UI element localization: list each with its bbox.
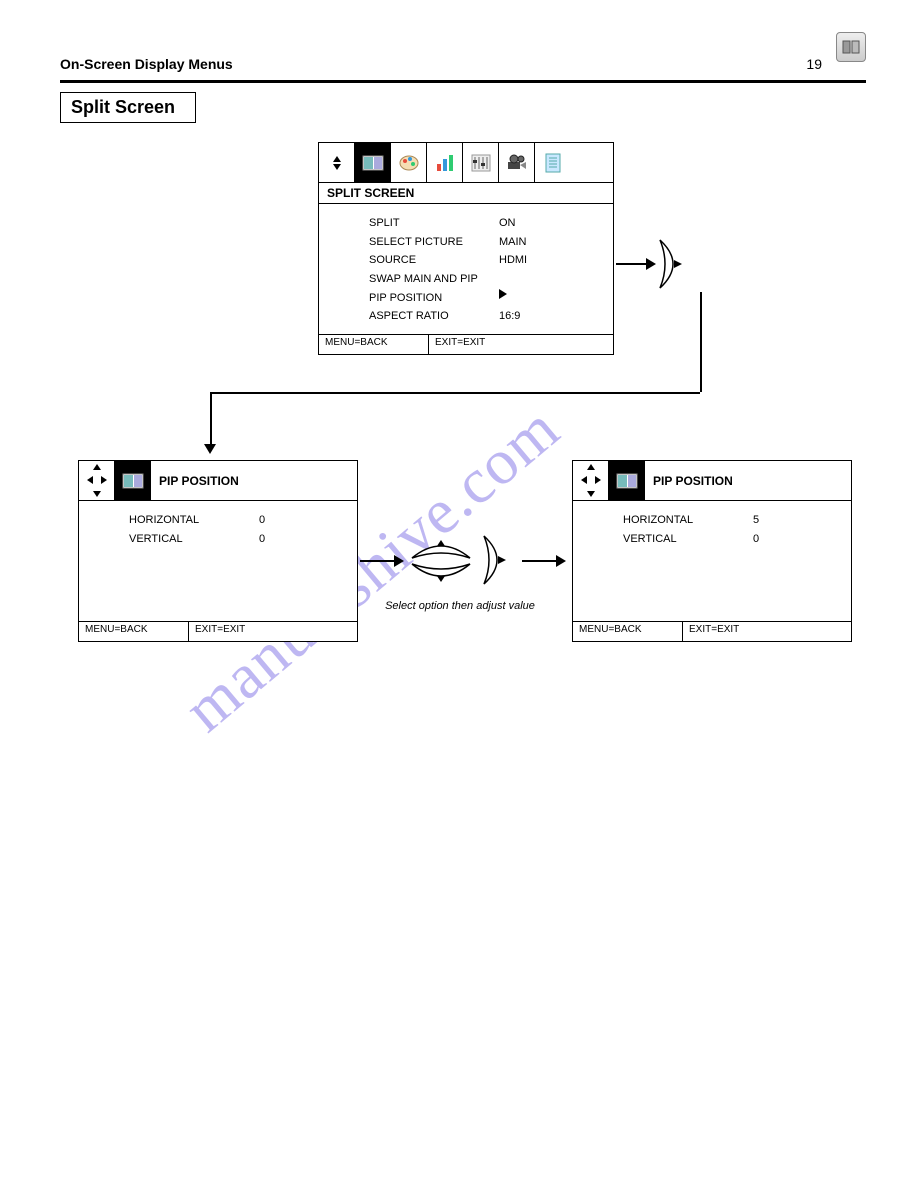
arrowhead-down-icon bbox=[204, 444, 216, 454]
header-title: On-Screen Display Menus bbox=[60, 56, 233, 72]
flow-connector bbox=[210, 392, 212, 444]
panel-body: HORIZONTAL0 VERTICAL0 bbox=[79, 501, 357, 621]
flow-connector bbox=[700, 292, 702, 392]
nav-4way-icon bbox=[573, 461, 609, 500]
tab-projector-icon[interactable] bbox=[499, 143, 535, 182]
menu-row: SELECT PICTUREMAIN bbox=[369, 233, 599, 252]
section-title: Split Screen bbox=[60, 92, 196, 123]
nav-4way-icon bbox=[79, 461, 115, 500]
flow-arrow bbox=[522, 560, 558, 562]
flow-arrow bbox=[360, 560, 396, 562]
panel-body: HORIZONTAL5 VERTICAL0 bbox=[573, 501, 851, 621]
remote-right-button[interactable] bbox=[656, 236, 696, 297]
tab-palette-icon[interactable] bbox=[391, 143, 427, 182]
tab-sliders-icon[interactable] bbox=[463, 143, 499, 182]
tab-doc-icon[interactable] bbox=[535, 143, 571, 182]
tab-split-icon bbox=[115, 461, 151, 500]
menu-row: SWAP MAIN AND PIP bbox=[369, 270, 599, 289]
flow-connector bbox=[210, 392, 700, 394]
header-rule bbox=[60, 80, 866, 83]
panel-header: PIP POSITION bbox=[573, 461, 851, 501]
menu-row: VERTICAL0 bbox=[129, 530, 343, 549]
menu-row: PIP POSITION bbox=[369, 289, 599, 308]
panel-title: PIP POSITION bbox=[151, 461, 357, 500]
submenu-arrow-icon bbox=[499, 289, 507, 299]
menu-row: HORIZONTAL5 bbox=[623, 511, 837, 530]
panel-title: SPLIT SCREEN bbox=[319, 183, 613, 204]
osd-panel-main: SPLIT SCREEN SPLITON SELECT PICTUREMAIN … bbox=[318, 142, 614, 355]
menu-row: HORIZONTAL0 bbox=[129, 511, 343, 530]
flow-arrow bbox=[616, 263, 648, 265]
nav-updown-icon bbox=[319, 143, 355, 182]
panel-header bbox=[319, 143, 613, 183]
tab-split-icon bbox=[609, 461, 645, 500]
panel-footer: MENU=BACK EXIT=EXIT bbox=[319, 334, 613, 354]
tab-split-icon[interactable] bbox=[355, 143, 391, 182]
menu-row: VERTICAL0 bbox=[623, 530, 837, 549]
osd-panel-pip-before: PIP POSITION HORIZONTAL0 VERTICAL0 MENU=… bbox=[78, 460, 358, 642]
panel-header: PIP POSITION bbox=[79, 461, 357, 501]
panel-title: PIP POSITION bbox=[645, 461, 851, 500]
panel-body: SPLITON SELECT PICTUREMAIN SOURCEHDMI SW… bbox=[319, 204, 613, 334]
remote-right-button[interactable] bbox=[480, 532, 520, 593]
page-number: 19 bbox=[806, 56, 822, 72]
menu-row: ASPECT RATIO16:9 bbox=[369, 307, 599, 326]
tab-bars-icon[interactable] bbox=[427, 143, 463, 182]
panel-footer: MENU=BACK EXIT=EXIT bbox=[573, 621, 851, 641]
header-logo-icon bbox=[836, 32, 866, 62]
osd-panel-pip-after: PIP POSITION HORIZONTAL5 VERTICAL0 MENU=… bbox=[572, 460, 852, 642]
menu-row: SOURCEHDMI bbox=[369, 251, 599, 270]
caption-text: Select option then adjust value bbox=[370, 600, 550, 612]
remote-updown-buttons[interactable] bbox=[406, 528, 484, 599]
panel-footer: MENU=BACK EXIT=EXIT bbox=[79, 621, 357, 641]
menu-row: SPLITON bbox=[369, 214, 599, 233]
